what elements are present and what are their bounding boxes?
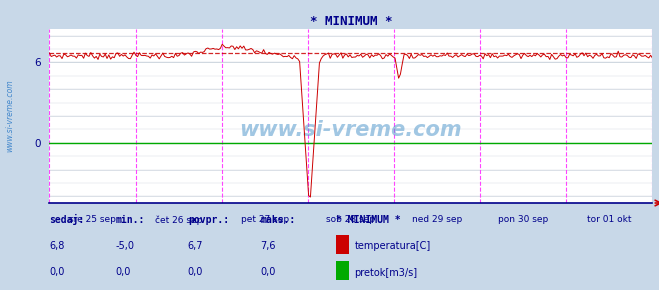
Text: 0,0: 0,0 [188,267,203,278]
Text: 0,0: 0,0 [115,267,130,278]
Text: sedaj:: sedaj: [49,214,84,225]
Text: čet 26 sep: čet 26 sep [155,215,202,224]
Text: tor 01 okt: tor 01 okt [587,215,631,224]
Text: pon 30 sep: pon 30 sep [498,215,548,224]
Text: www.si-vreme.com: www.si-vreme.com [5,80,14,152]
Text: 7,6: 7,6 [260,241,276,251]
Text: pet 27 sep: pet 27 sep [241,215,289,224]
Text: 6,7: 6,7 [188,241,204,251]
Text: min.:: min.: [115,215,145,225]
Text: 0,0: 0,0 [260,267,275,278]
Text: 0,0: 0,0 [49,267,65,278]
Text: 6,8: 6,8 [49,241,65,251]
Text: * MINIMUM *: * MINIMUM * [336,215,401,225]
Text: ned 29 sep: ned 29 sep [412,215,462,224]
Text: temperatura[C]: temperatura[C] [355,241,431,251]
Text: povpr.:: povpr.: [188,215,229,225]
Text: sre 25 sep: sre 25 sep [69,215,116,224]
Text: -5,0: -5,0 [115,241,134,251]
Text: sob 28 sep: sob 28 sep [326,215,376,224]
Text: pretok[m3/s]: pretok[m3/s] [355,267,418,278]
Text: www.si-vreme.com: www.si-vreme.com [240,120,462,140]
Text: maks.:: maks.: [260,215,295,225]
Title: * MINIMUM *: * MINIMUM * [310,15,392,28]
